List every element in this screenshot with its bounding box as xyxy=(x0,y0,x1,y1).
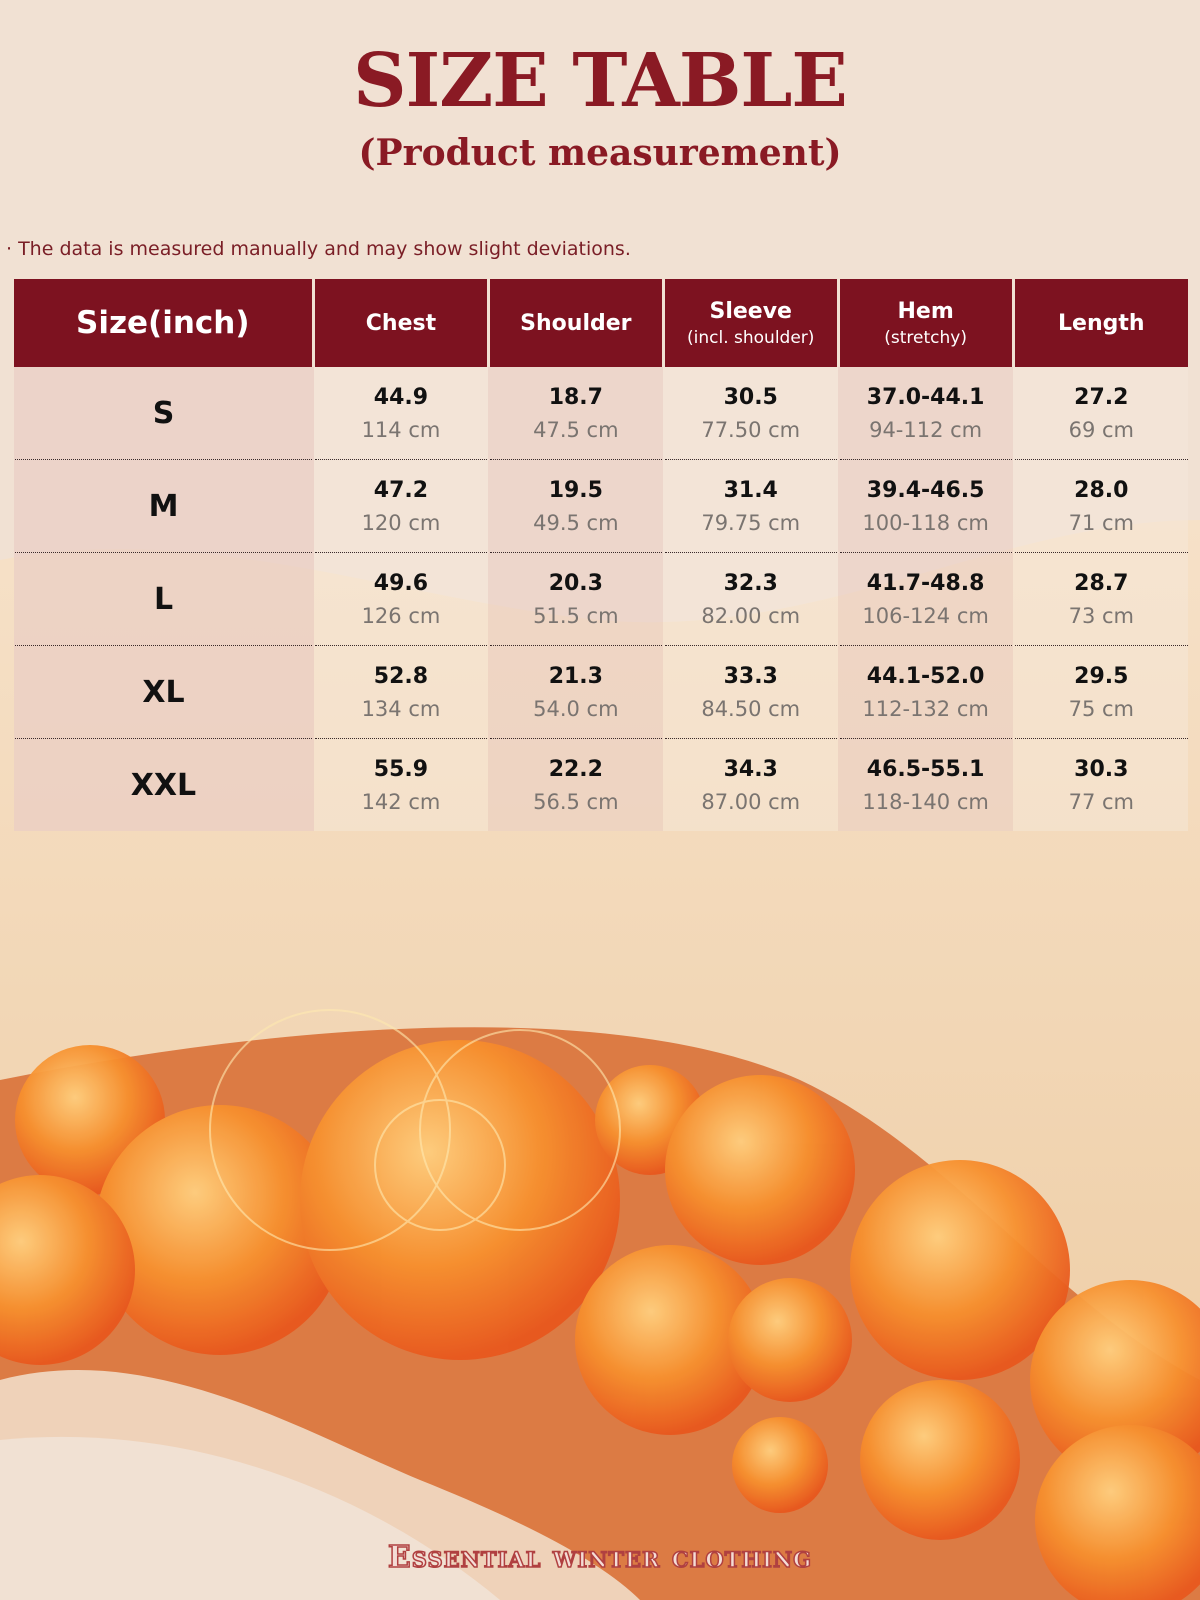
header-sleeve: Sleeve (incl. shoulder) xyxy=(661,279,839,367)
size-label: M xyxy=(13,459,314,553)
table-cell: 46.5-55.1 118-140 cm xyxy=(838,738,1014,831)
table-cell: 55.9 142 cm xyxy=(313,738,489,831)
table-cell: 30.5 77.50 cm xyxy=(663,367,839,460)
table-cell: 22.2 56.5 cm xyxy=(488,738,664,831)
table-cell: 44.1-52.0 112-132 cm xyxy=(838,645,1014,739)
measurement-note: · The data is measured manually and may … xyxy=(6,238,631,260)
table-cell: 21.3 54.0 cm xyxy=(488,645,664,739)
table-cell: 27.2 69 cm xyxy=(1013,367,1188,460)
table-row: L 49.6 126 cm 20.3 51.5 cm 32.3 82.00 cm 41… xyxy=(13,552,1188,646)
size-table: Size(inch) Chest Shoulder Sleeve (incl. s… xyxy=(12,279,1188,831)
table-cell: 49.6 126 cm xyxy=(313,552,489,646)
table-row: XXL 55.9 142 cm 22.2 56.5 cm 34.3 87.00 cm … xyxy=(13,738,1188,831)
header-hem-note: (stretchy) xyxy=(884,327,967,348)
header-shoulder: Shoulder xyxy=(486,279,664,367)
header-chest: Chest xyxy=(312,279,489,367)
table-row: XL 52.8 134 cm 21.3 54.0 cm 33.3 84.50 cm 4… xyxy=(13,645,1188,739)
header-hem: Hem (stretchy) xyxy=(836,279,1014,367)
table-cell: 29.5 75 cm xyxy=(1013,645,1188,739)
header-length: Length xyxy=(1011,279,1188,367)
header-sleeve-note: (incl. shoulder) xyxy=(687,327,815,348)
table-cell: 37.0-44.1 94-112 cm xyxy=(838,367,1014,460)
table-cell: 31.4 79.75 cm xyxy=(663,459,839,553)
table-cell: 32.3 82.00 cm xyxy=(663,552,839,646)
page-subtitle: (Product measurement) xyxy=(358,132,842,174)
size-label: XL xyxy=(13,645,314,739)
table-cell: 39.4-46.5 100-118 cm xyxy=(838,459,1014,553)
page-title: SIZE TABLE xyxy=(353,38,848,124)
table-cell: 28.0 71 cm xyxy=(1013,459,1188,553)
size-label: L xyxy=(13,552,314,646)
table-row: M 47.2 120 cm 19.5 49.5 cm 31.4 79.75 cm 39… xyxy=(13,459,1188,553)
header-size: Size(inch) xyxy=(13,279,314,367)
table-cell: 41.7-48.8 106-124 cm xyxy=(838,552,1014,646)
table-cell: 19.5 49.5 cm xyxy=(488,459,664,553)
table-cell: 33.3 84.50 cm xyxy=(663,645,839,739)
table-header-row: Size(inch) Chest Shoulder Sleeve (incl. s… xyxy=(13,279,1188,367)
footer-tagline: Essential winter clothing xyxy=(387,1539,813,1576)
table-cell: 47.2 120 cm xyxy=(313,459,489,553)
table-cell: 44.9 114 cm xyxy=(313,367,489,460)
size-label: S xyxy=(13,367,314,460)
table-row: S 44.9 114 cm 18.7 47.5 cm 30.5 77.50 cm 37… xyxy=(13,367,1188,460)
table-cell: 34.3 87.00 cm xyxy=(663,738,839,831)
size-label: XXL xyxy=(13,738,314,831)
table-cell: 28.7 73 cm xyxy=(1013,552,1188,646)
table-cell: 52.8 134 cm xyxy=(313,645,489,739)
table-cell: 30.3 77 cm xyxy=(1013,738,1188,831)
table-cell: 20.3 51.5 cm xyxy=(488,552,664,646)
table-cell: 18.7 47.5 cm xyxy=(488,367,664,460)
